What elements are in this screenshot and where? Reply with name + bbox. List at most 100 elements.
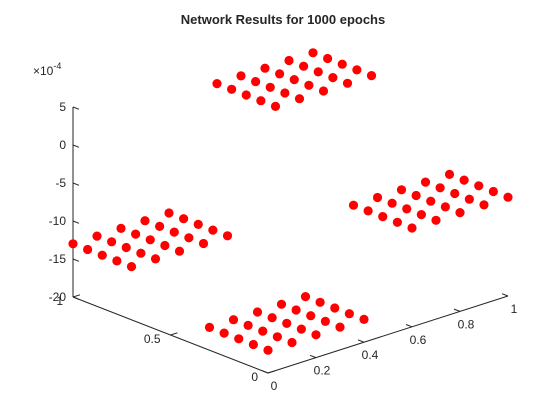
data-point	[234, 334, 244, 344]
data-point	[164, 208, 174, 218]
data-point	[241, 90, 251, 100]
z-tick-label: -15	[49, 252, 67, 266]
z-tick-mark	[72, 182, 80, 186]
data-point	[291, 305, 301, 315]
data-point	[378, 212, 388, 222]
data-point	[352, 65, 362, 75]
data-point	[503, 192, 513, 202]
data-point	[306, 311, 316, 321]
data-point	[145, 235, 155, 245]
data-point	[121, 242, 131, 253]
data-point	[92, 231, 102, 241]
data-point	[97, 250, 107, 260]
z-exponent-base: ×10	[33, 64, 54, 78]
data-point	[289, 75, 299, 85]
z-exponent-power: -4	[53, 61, 61, 71]
data-point	[219, 328, 229, 338]
data-point	[323, 53, 333, 64]
data-point	[204, 322, 215, 332]
data-point	[299, 61, 309, 71]
x-tick-mark	[453, 308, 461, 312]
data-point	[272, 332, 282, 342]
data-point	[479, 200, 489, 210]
data-point	[396, 185, 407, 195]
z-tick-mark	[72, 296, 80, 300]
x-tick-label: 0.8	[458, 317, 475, 331]
x-axis-line	[267, 295, 509, 374]
data-point	[330, 303, 340, 313]
data-point	[313, 67, 323, 77]
data-point	[276, 299, 287, 309]
data-point	[318, 86, 329, 96]
z-tick-label: -20	[49, 290, 67, 304]
data-point	[488, 186, 498, 197]
x-tick-mark	[501, 293, 509, 297]
z-exponent-label: ×10-4	[33, 61, 61, 78]
z-tick-mark	[72, 220, 80, 224]
data-point	[160, 240, 170, 251]
data-point	[328, 73, 338, 83]
data-point	[296, 324, 306, 334]
z-tick-mark	[72, 106, 80, 110]
data-point	[459, 175, 469, 185]
data-point	[337, 59, 347, 69]
data-point	[179, 214, 189, 224]
data-point	[455, 208, 465, 218]
data-point	[392, 217, 402, 227]
x-tick-label: 0	[271, 379, 278, 393]
data-point	[116, 223, 126, 233]
data-point	[256, 96, 266, 106]
data-point	[474, 181, 484, 191]
data-point	[300, 292, 311, 302]
y-tick-label: 0	[251, 370, 258, 384]
data-point	[258, 326, 268, 336]
y-tick-mark	[72, 294, 81, 298]
data-point	[287, 337, 297, 348]
z-tick-mark	[72, 258, 80, 262]
data-point	[265, 82, 275, 92]
axes-layer: 0 0.2 0.4 0.6 0.8 1 0 0.5 1 5 0 -5 -10 -15 -20	[49, 100, 518, 393]
data-point	[126, 262, 137, 272]
data-point	[431, 215, 441, 225]
data-point	[304, 80, 314, 90]
data-point	[68, 239, 78, 249]
data-point	[270, 101, 281, 111]
data-point	[411, 190, 421, 201]
data-point	[402, 204, 412, 214]
data-point	[308, 48, 318, 58]
data-point	[236, 71, 246, 81]
data-point	[222, 231, 233, 241]
data-point	[450, 188, 460, 199]
data-point	[464, 194, 474, 204]
x-tick-label: 0.6	[410, 333, 427, 347]
data-point	[444, 169, 455, 179]
data-point	[387, 198, 397, 208]
data-point	[136, 248, 146, 258]
z-tick-label: -5	[55, 176, 66, 190]
data-point	[280, 88, 290, 98]
data-point	[282, 318, 292, 328]
y-tick-label: 1	[56, 294, 63, 308]
data-point	[228, 315, 239, 325]
data-point	[363, 206, 373, 216]
data-point	[426, 196, 436, 206]
data-point	[335, 322, 345, 332]
data-point	[315, 297, 325, 307]
x-tick-mark	[309, 354, 317, 359]
data-point	[169, 227, 179, 237]
data-point	[344, 309, 354, 319]
x-tick-mark	[405, 324, 413, 328]
data-point	[311, 330, 321, 340]
x-tick-label: 0.2	[314, 364, 331, 378]
data-point	[107, 237, 117, 247]
data-point	[83, 244, 93, 255]
data-point	[184, 233, 194, 243]
data-point	[208, 225, 218, 235]
data-point	[440, 202, 450, 212]
data-point	[248, 339, 258, 350]
z-tick-label: -10	[49, 214, 67, 228]
z-tick-label: 5	[59, 100, 66, 114]
z-tick-label: 0	[59, 138, 66, 152]
data-point	[267, 313, 277, 323]
